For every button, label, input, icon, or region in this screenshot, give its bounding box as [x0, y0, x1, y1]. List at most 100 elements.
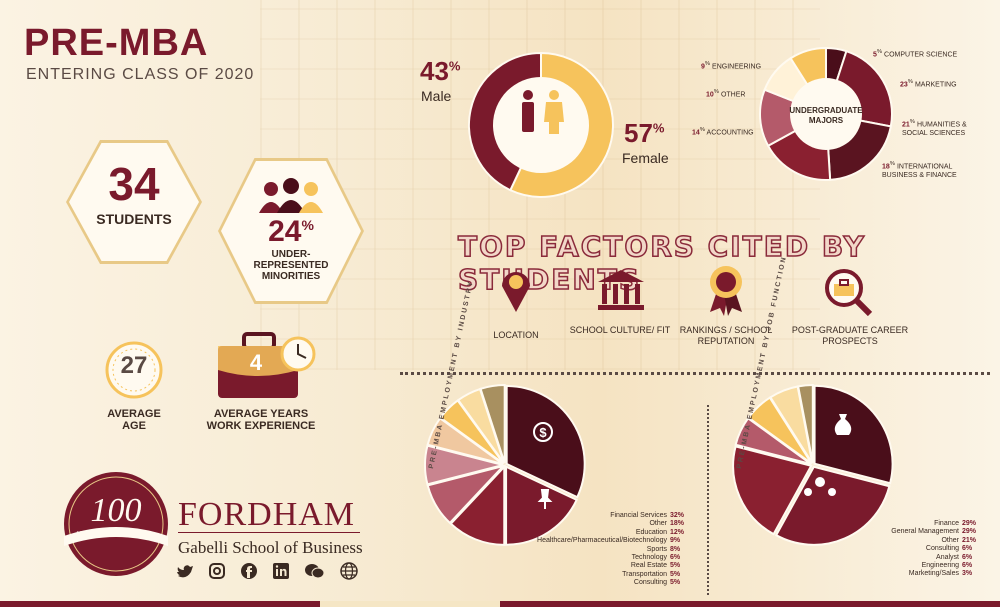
industry-slice-2: [449, 464, 506, 546]
industry-legend-value: 5%: [670, 579, 681, 587]
job-legend-value: 3%: [962, 570, 973, 578]
industry-legend-value: 9%: [670, 537, 681, 545]
industry-legend-value: 5%: [670, 562, 681, 570]
job-legend-row-0: Finance 29%: [840, 520, 976, 528]
job-legend-value: 6%: [962, 545, 973, 553]
job-legend-label: Finance: [934, 520, 959, 527]
experience-label: AVERAGE YEARS WORK EXPERIENCE: [206, 408, 316, 432]
seal-year-left: 1920: [76, 530, 90, 538]
seal-number: 100: [90, 492, 142, 529]
industry-slice-3: [426, 464, 507, 525]
factor-location-label: LOCATION: [493, 330, 539, 340]
industry-legend-label: Healthcare/Pharmaceutical/Biotechnology: [537, 537, 667, 545]
industry-legend-label: Sports: [646, 545, 667, 553]
job-slice-6: [797, 384, 814, 464]
major-label-cs: 5% COMPUTER SCIENCE: [873, 49, 958, 59]
gender-donut-chart: [468, 51, 614, 198]
push-pin-icon: [537, 489, 553, 509]
dollar-icon: $: [533, 422, 553, 442]
experience-value: 4: [249, 350, 263, 375]
industry-slice-8: [479, 384, 506, 464]
page-title: PRE-MBA: [24, 22, 209, 64]
major-label-other: 10% OTHER: [706, 89, 746, 99]
job-legend-label: Other: [941, 536, 959, 544]
industry-legend-value: 6%: [670, 554, 681, 562]
job-legend-value: 6%: [962, 553, 973, 561]
job-legend-label: Consulting: [925, 545, 959, 553]
industry-legend-label: Education: [635, 528, 667, 536]
magnifier-briefcase-icon: [825, 269, 873, 316]
brand-school: Gabelli School of Business: [178, 538, 363, 557]
job-function-pie-chart: [732, 384, 894, 546]
instagram-icon[interactable]: [208, 562, 226, 580]
male-label: Male: [421, 88, 452, 104]
ribbon-icon: [710, 266, 742, 316]
brand-name: FORDHAM: [178, 496, 356, 533]
job-legend-row-3: Consulting 6%: [840, 545, 976, 553]
industry-legend-label: Transportation: [622, 570, 667, 578]
major-label-humanities: 21% HUMANITIES & SOCIAL SCIENCES: [902, 119, 967, 138]
industry-legend-row-3: Healthcare/Pharmaceutical/Biotechnology 9…: [530, 537, 684, 545]
job-legend-label: Marketing/Sales: [908, 570, 959, 578]
social-links: [176, 562, 358, 580]
industry-legend-value: 5%: [670, 570, 681, 578]
job-slice-2: [732, 445, 813, 536]
people-group-icon: [259, 178, 323, 213]
minorities-hex: 24% UNDER-REPRESENTED MINORITIES: [221, 161, 361, 301]
job-legend-label: Engineering: [921, 562, 959, 570]
age-badge-icon: [105, 341, 163, 399]
brand-rule: [178, 532, 360, 533]
industry-legend-value: 32%: [670, 512, 685, 519]
globe-icon[interactable]: [340, 562, 358, 580]
factor-career-label: POST-GRADUATE CAREER PROSPECTS: [791, 325, 909, 346]
svg-text:$: $: [539, 425, 547, 440]
major-label-engineering: 9% ENGINEERING: [701, 61, 762, 71]
job-slice-1: [774, 465, 891, 546]
female-percent: 57%: [624, 118, 665, 148]
job-legend-value: 6%: [962, 562, 973, 570]
industry-legend-value: 18%: [670, 520, 685, 528]
wechat-icon[interactable]: [304, 562, 326, 580]
industry-legend-label: Financial Services: [610, 512, 667, 519]
male-female-icon: [522, 90, 564, 134]
gender-donut-hole: [493, 77, 589, 173]
age-label: AVERAGE AGE: [107, 408, 161, 432]
facebook-icon[interactable]: [240, 562, 258, 580]
industry-pie-chart: $: [424, 384, 586, 546]
industry-legend-row-5: Technology 6%: [530, 554, 684, 562]
job-legend-value: 21%: [962, 536, 977, 544]
job-legend: Finance 29% General Management 29% Other 21% C…: [840, 520, 976, 579]
major-label-intl-business: 18% INTERNATIONAL BUSINESS & FINANCE: [882, 161, 957, 180]
briefcase-clock-icon: [218, 332, 316, 398]
job-legend-row-6: Marketing/Sales 3%: [840, 570, 976, 578]
twitter-icon[interactable]: [176, 562, 194, 580]
map-pin-icon: [502, 272, 530, 312]
majors-donut-hole: [790, 78, 862, 150]
money-bag-icon: [834, 414, 852, 435]
industry-legend-row-8: Consulting 5%: [530, 579, 684, 587]
job-legend-value: 29%: [962, 520, 977, 527]
footer-bar: [0, 601, 1000, 607]
industry-legend-row-1: Other 18%: [530, 520, 684, 528]
linkedin-icon[interactable]: [272, 562, 290, 580]
students-hex: 34 STUDENTS: [69, 143, 199, 261]
industry-legend-label: Other: [649, 520, 667, 528]
students-label: STUDENTS: [96, 211, 172, 227]
industry-legend-row-7: Transportation 5%: [530, 571, 684, 579]
factor-culture-label: SCHOOL CULTURE/ FIT: [569, 325, 671, 335]
centennial-seal-icon: [64, 472, 168, 576]
minorities-percent: 24%: [268, 215, 314, 248]
industry-legend-value: 8%: [670, 545, 681, 553]
minorities-label: UNDER-REPRESENTED MINORITIES: [253, 249, 329, 282]
job-legend-row-5: Engineering 6%: [840, 562, 976, 570]
job-legend-row-2: Other 21%: [840, 537, 976, 545]
pie-divider: [707, 405, 709, 595]
industry-arc-label-container: PRE-MBA EMPLOYMENT BY INDUSTRY: [410, 279, 475, 548]
job-legend-row-4: Analyst 6%: [840, 554, 976, 562]
industry-slice-1: [505, 465, 578, 546]
industry-legend-value: 12%: [670, 528, 685, 536]
factors-title: TOP FACTORS CITED BY STUDENTS: [457, 229, 866, 297]
industry-legend-label: Technology: [631, 554, 667, 562]
industry-legend-row-4: Sports 8%: [530, 546, 684, 554]
job-legend-label: General Management: [891, 528, 959, 536]
